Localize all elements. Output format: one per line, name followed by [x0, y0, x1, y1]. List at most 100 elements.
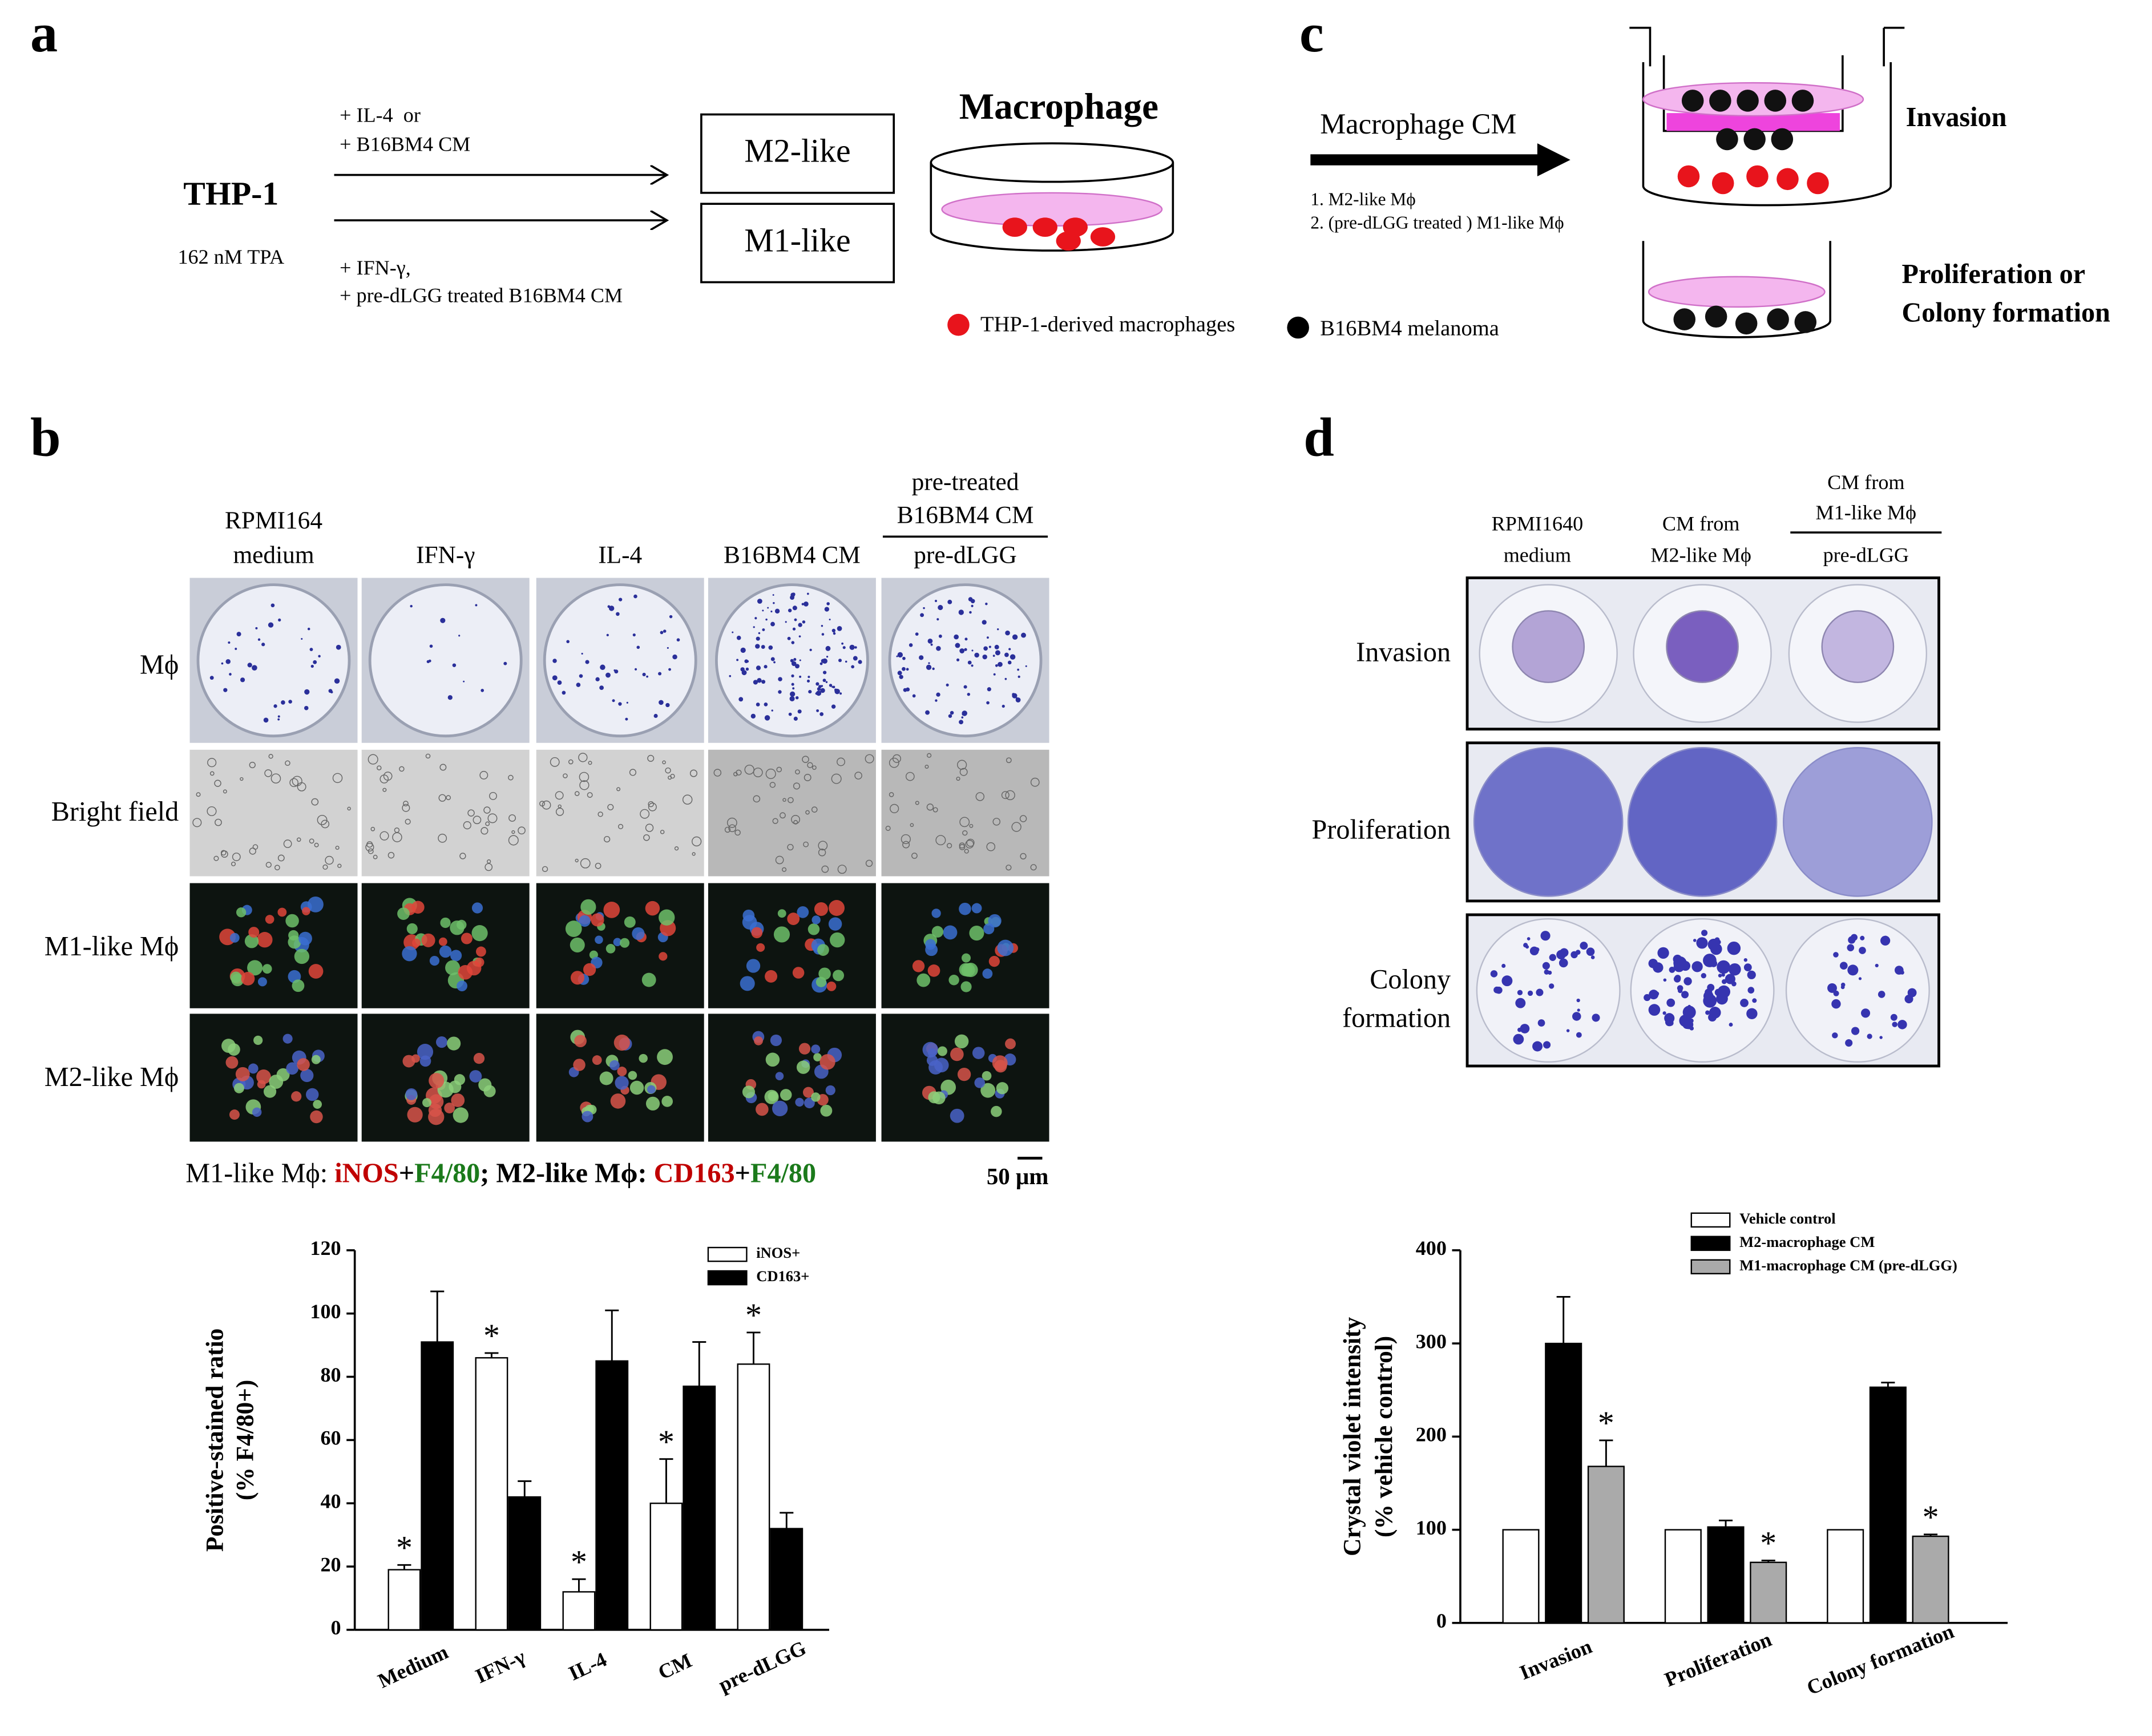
colony [301, 638, 303, 640]
colony [426, 660, 430, 664]
cell [257, 977, 267, 987]
colony [753, 626, 755, 628]
colony [815, 682, 819, 686]
cell [582, 1111, 593, 1123]
colony [772, 594, 774, 596]
colony [273, 704, 277, 708]
cell [793, 819, 798, 825]
colony [410, 604, 413, 608]
colony [1570, 951, 1578, 959]
photo [361, 883, 530, 1008]
colony [938, 605, 943, 611]
cell [314, 842, 319, 847]
colony [633, 594, 637, 599]
colony [223, 688, 228, 692]
cell [508, 835, 519, 846]
cell [402, 804, 410, 812]
cell [817, 944, 829, 956]
colony [988, 645, 991, 648]
well [1473, 746, 1624, 897]
colony [958, 609, 964, 615]
cell [605, 944, 616, 954]
colony [899, 675, 903, 679]
cell [825, 1085, 835, 1096]
cell [249, 761, 256, 769]
photo-bg [708, 883, 876, 1008]
colony [936, 645, 941, 651]
cell [587, 792, 593, 798]
photo [881, 578, 1049, 743]
bar [649, 1503, 683, 1631]
y-tick-label: 100 [1416, 1516, 1447, 1539]
colony [896, 655, 898, 657]
cell [382, 788, 387, 792]
colony [833, 632, 836, 635]
colony [774, 608, 780, 614]
cell [440, 917, 451, 928]
x-tick-label: Colony formation [1803, 1620, 1957, 1699]
cell [231, 861, 236, 866]
cell [744, 764, 754, 775]
legend-marker [947, 313, 970, 336]
colony [1657, 947, 1669, 959]
cell [965, 839, 974, 849]
bar [1587, 1465, 1625, 1624]
colony [618, 597, 623, 601]
cell [647, 754, 655, 762]
cell [788, 797, 794, 804]
y-tick-label: 120 [310, 1237, 341, 1259]
cell [347, 806, 351, 811]
legend-part: iNOS [334, 1158, 398, 1189]
colony [642, 672, 646, 677]
colony [756, 636, 760, 641]
cell [1019, 815, 1027, 822]
colony [304, 689, 310, 695]
photo [189, 883, 358, 1008]
colony [801, 603, 804, 605]
colony [1549, 983, 1555, 989]
colony [1743, 963, 1752, 972]
x-tick-label: pre-dLGG [715, 1636, 809, 1697]
cell [457, 919, 467, 930]
cell [368, 754, 378, 765]
colony [1025, 665, 1027, 667]
cell [215, 818, 222, 826]
colony [995, 664, 998, 667]
cell [450, 950, 462, 962]
cell [753, 768, 763, 777]
legend-part: F4/80 [414, 1158, 480, 1189]
cell [689, 769, 698, 777]
cell [403, 801, 409, 807]
colony [831, 686, 834, 688]
colony [626, 701, 628, 704]
cell [818, 841, 828, 851]
cell [645, 1096, 660, 1111]
colony [613, 669, 616, 672]
colony [1021, 632, 1026, 638]
colony [1673, 961, 1685, 972]
colony [1691, 961, 1703, 972]
cell [282, 1033, 293, 1044]
colony [1586, 947, 1595, 956]
colony [307, 627, 310, 631]
colony [209, 676, 214, 680]
colony [1859, 947, 1866, 954]
insert [1512, 610, 1585, 683]
cell [615, 1076, 629, 1090]
cell [782, 867, 787, 872]
cell [421, 933, 435, 947]
cell [241, 971, 255, 986]
colony [1683, 977, 1692, 986]
cell [815, 976, 827, 987]
cell [298, 931, 312, 946]
photo [361, 1014, 530, 1142]
cell [682, 794, 693, 805]
error-bar [1761, 1560, 1775, 1563]
photo [708, 578, 876, 743]
well [1476, 918, 1621, 1063]
error-bar [692, 1341, 706, 1387]
cell [236, 907, 247, 918]
cell [988, 956, 1000, 967]
cell [1030, 777, 1040, 787]
cell [277, 854, 285, 862]
